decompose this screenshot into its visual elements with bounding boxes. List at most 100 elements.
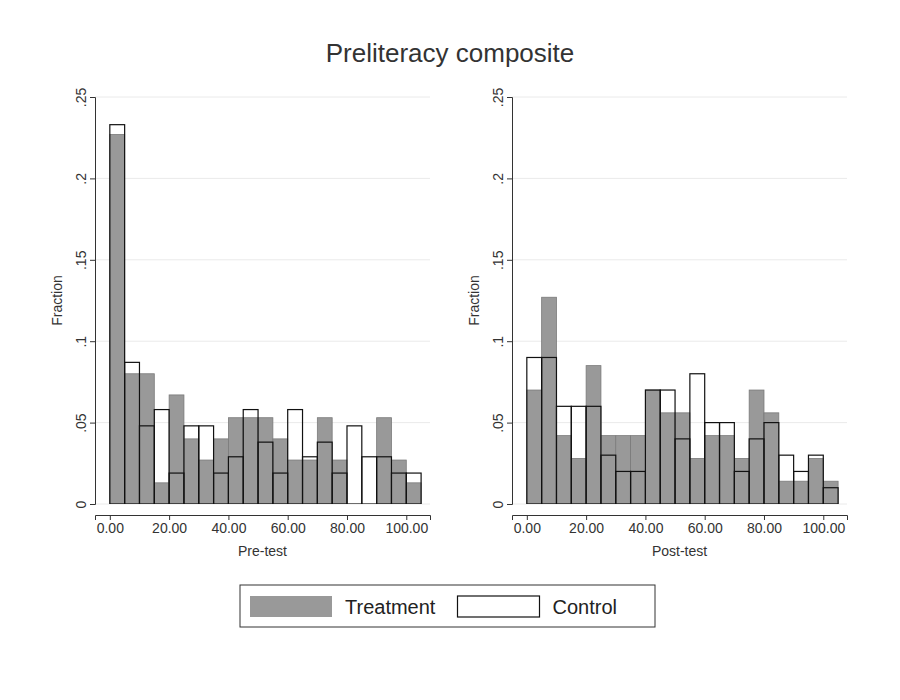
series <box>527 357 838 504</box>
grid-line <box>512 178 847 179</box>
y-tick-mark <box>90 97 95 98</box>
hist-bar <box>199 460 214 504</box>
x-tick-label: 40.00 <box>628 520 663 536</box>
x-tick: 20.00 <box>569 515 604 536</box>
hist-bar <box>556 436 571 504</box>
hist-bar <box>391 473 406 504</box>
hist-bar <box>616 436 631 504</box>
hist-bar <box>377 418 392 504</box>
grid-line <box>512 259 847 260</box>
series <box>110 134 421 504</box>
hist-bar <box>406 473 421 504</box>
y-tick-mark <box>90 260 95 261</box>
hist-bar <box>317 442 332 504</box>
hist-bar <box>690 458 705 504</box>
y-axis: 0 .05 .1 .15 .2 .25 <box>490 88 513 509</box>
hist-bar <box>303 460 318 504</box>
y-tick: .1 <box>490 336 512 348</box>
hist-bar <box>616 471 631 504</box>
chart-title: Preliteracy composite <box>326 38 575 68</box>
hist-bar <box>169 395 184 504</box>
y-tick: .25 <box>73 88 95 108</box>
series <box>527 297 838 504</box>
plot-background <box>512 97 847 504</box>
y-tick-label: .25 <box>73 88 89 108</box>
y-tick-mark <box>90 504 95 505</box>
y-axis-line <box>507 98 513 505</box>
y-tick: .2 <box>73 173 95 185</box>
hist-bar <box>527 357 542 504</box>
x-axis-title: Pre-test <box>238 543 287 559</box>
hist-bar <box>586 406 601 504</box>
y-axis-line <box>90 98 96 505</box>
y-tick-mark <box>507 504 512 505</box>
hist-bar <box>199 426 214 504</box>
hist-bar <box>406 483 421 504</box>
grid-line <box>512 341 847 342</box>
y-tick: 0 <box>490 500 512 508</box>
series <box>110 125 421 504</box>
y-tick-label: .1 <box>490 336 506 348</box>
x-tick-label: 80.00 <box>330 520 365 536</box>
hist-bar <box>542 357 557 504</box>
legend-label: Treatment <box>345 596 436 618</box>
hist-bar <box>660 413 675 504</box>
y-tick-mark <box>507 97 512 98</box>
hist-bar <box>125 362 140 504</box>
y-tick-label: .2 <box>490 173 506 185</box>
y-tick-label: .05 <box>490 413 506 433</box>
y-tick: .15 <box>73 250 95 270</box>
hist-bar <box>243 410 258 504</box>
grid <box>512 97 847 504</box>
y-tick-label: 0 <box>490 500 506 508</box>
hist-bar <box>288 460 303 504</box>
hist-bar <box>154 410 169 504</box>
hist-bar <box>808 458 823 504</box>
x-tick-label: 0.00 <box>514 520 541 536</box>
x-tick: 100.00 <box>385 515 428 536</box>
grid-line <box>512 97 847 98</box>
grid-line <box>95 178 430 179</box>
y-tick-label: .1 <box>73 336 89 348</box>
hist-bar <box>258 418 273 504</box>
y-tick: .05 <box>490 413 512 433</box>
y-axis: 0.05.1.15.2.25 <box>73 88 96 509</box>
x-axis-title: Post-test <box>652 543 707 559</box>
legend-swatch <box>458 596 540 617</box>
y-tick-label: .15 <box>490 250 506 270</box>
x-tick: 80.00 <box>330 515 365 536</box>
hist-bar <box>764 423 779 504</box>
x-tick: 40.00 <box>628 515 663 536</box>
y-tick-label: .15 <box>73 250 89 270</box>
hist-bar <box>586 366 601 504</box>
legend: TreatmentControl <box>240 585 655 627</box>
y-tick-label: 0 <box>73 500 89 508</box>
hist-bar <box>154 483 169 504</box>
y-tick-label: .25 <box>490 88 506 108</box>
y-tick-mark <box>90 423 95 424</box>
hist-bar <box>734 458 749 504</box>
hist-bar <box>214 473 229 504</box>
x-axis-line <box>96 516 431 521</box>
hist-bar <box>169 473 184 504</box>
bars <box>527 297 838 504</box>
y-tick: .2 <box>490 173 512 185</box>
hist-bar <box>823 488 838 504</box>
hist-bar <box>228 457 243 504</box>
hist-bar <box>720 436 735 504</box>
x-tick: 0.00 <box>514 515 541 536</box>
x-tick: 0.00 <box>97 515 124 536</box>
hist-bar <box>823 481 838 504</box>
hist-bar <box>675 413 690 504</box>
hist-bar <box>794 481 809 504</box>
hist-bar <box>139 426 154 504</box>
hist-bar <box>139 374 154 504</box>
plot-background <box>95 97 430 504</box>
bars <box>110 125 421 504</box>
x-tick: 100.00 <box>802 515 845 536</box>
hist-bar <box>288 410 303 504</box>
panel: 0.05.1.15.2.250.0020.0040.0060.0080.0010… <box>466 88 848 559</box>
hist-bar <box>362 457 377 504</box>
y-axis-title: Fraction <box>466 275 482 326</box>
x-tick: 80.00 <box>747 515 782 536</box>
